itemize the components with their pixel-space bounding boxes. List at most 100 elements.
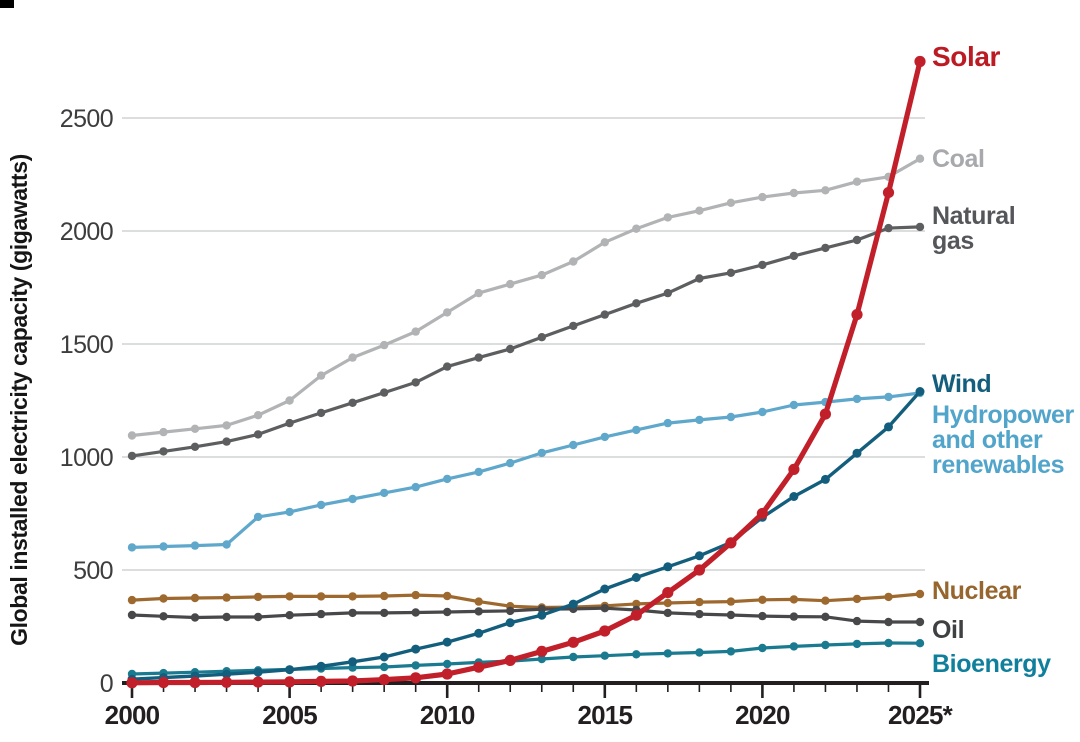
data-point-oil	[253, 612, 263, 622]
data-point-solar	[284, 676, 296, 688]
data-point-solar	[788, 463, 800, 475]
data-point-coal	[663, 213, 672, 222]
data-point-bioenergy	[821, 640, 830, 650]
data-point-natural-gas	[726, 268, 736, 277]
data-point-coal	[127, 431, 137, 440]
data-point-oil	[348, 608, 357, 618]
data-point-solar	[126, 677, 138, 689]
series-label-bioenergy: Bioenergy	[932, 650, 1051, 678]
data-point-coal	[695, 206, 704, 215]
data-point-wind	[568, 599, 578, 609]
data-point-solar	[473, 661, 485, 673]
data-point-bioenergy	[537, 654, 546, 664]
data-point-hydropower	[316, 500, 326, 510]
data-point-hydropower	[537, 448, 546, 458]
data-point-hydropower	[127, 543, 137, 552]
data-point-solar	[504, 654, 516, 667]
data-point-hydropower	[222, 540, 231, 549]
series-label-hydropower: Hydropower	[932, 401, 1075, 429]
data-point-hydropower	[632, 425, 641, 435]
data-point-hydropower	[253, 512, 263, 522]
data-point-wind	[285, 665, 295, 675]
data-point-natural-gas	[222, 437, 231, 446]
x-tick-label: 2020	[735, 700, 790, 730]
data-point-wind	[600, 584, 610, 594]
data-point-coal	[852, 177, 862, 186]
data-point-natural-gas	[915, 222, 925, 232]
data-point-natural-gas	[600, 310, 609, 319]
data-point-hydropower	[348, 494, 357, 504]
data-point-oil	[316, 609, 326, 619]
data-point-nuclear	[159, 594, 168, 603]
data-point-natural-gas	[190, 442, 200, 451]
data-point-natural-gas	[285, 418, 294, 428]
data-point-wind	[379, 652, 389, 662]
data-point-wind	[537, 610, 547, 620]
data-point-nuclear	[821, 596, 830, 605]
x-tick-label: 2000	[105, 700, 160, 730]
data-point-oil	[159, 612, 168, 621]
data-point-coal	[159, 427, 168, 437]
y-tick-label: 1000	[60, 444, 113, 472]
data-point-solar	[536, 645, 548, 658]
data-point-wind	[474, 628, 484, 638]
data-point-wind	[348, 657, 358, 667]
data-point-nuclear	[316, 592, 326, 601]
data-point-solar	[630, 609, 642, 621]
series-label-hydropower: and other	[932, 426, 1043, 454]
series-line-hydropower	[130, 391, 922, 550]
data-point-wind	[631, 573, 641, 582]
data-point-coal	[506, 279, 515, 289]
data-point-hydropower	[285, 507, 294, 517]
data-point-nuclear	[915, 589, 925, 599]
data-point-bioenergy	[600, 651, 609, 660]
data-point-wind	[505, 618, 515, 628]
data-point-nuclear	[884, 592, 893, 602]
data-point-oil	[506, 606, 515, 616]
data-point-oil	[443, 607, 452, 617]
data-point-solar	[851, 309, 863, 321]
series-label-hydropower: renewables	[932, 451, 1064, 479]
y-tick-label: 2500	[60, 105, 113, 133]
data-point-natural-gas	[380, 388, 389, 397]
data-point-hydropower	[474, 467, 483, 477]
data-point-wind	[663, 562, 673, 572]
data-point-wind	[789, 492, 799, 501]
data-point-natural-gas	[569, 321, 578, 331]
data-point-bioenergy	[852, 639, 862, 649]
data-point-hydropower	[726, 412, 736, 422]
data-point-nuclear	[253, 592, 263, 602]
data-point-coal	[316, 371, 326, 380]
series-line-wind	[130, 389, 922, 681]
data-point-solar	[252, 676, 264, 688]
data-point-natural-gas	[695, 274, 704, 283]
data-point-oil	[852, 616, 862, 626]
series-label-natural-gas: Natural	[932, 202, 1015, 230]
data-point-oil	[695, 609, 704, 619]
data-point-natural-gas	[348, 398, 357, 407]
data-point-bioenergy	[915, 639, 925, 648]
data-point-hydropower	[884, 392, 893, 402]
data-point-nuclear	[726, 597, 736, 606]
data-point-bioenergy	[663, 649, 672, 658]
data-point-coal	[190, 424, 200, 433]
series-line-solar	[129, 58, 923, 686]
data-point-hydropower	[695, 415, 704, 425]
data-point-hydropower	[852, 394, 862, 404]
series-label-natural-gas: gas	[932, 227, 974, 255]
data-point-oil	[190, 613, 200, 622]
data-point-oil	[758, 611, 767, 621]
data-point-oil	[663, 608, 672, 618]
data-point-hydropower	[443, 474, 452, 484]
data-point-oil	[884, 617, 893, 627]
data-point-wind	[852, 448, 862, 458]
data-point-solar	[157, 676, 170, 689]
series-label-wind: Wind	[932, 370, 991, 398]
data-point-bioenergy	[632, 650, 641, 659]
data-point-natural-gas	[159, 447, 168, 456]
data-point-bioenergy	[789, 642, 799, 651]
data-point-nuclear	[632, 599, 641, 609]
data-point-coal	[285, 396, 294, 405]
data-point-oil	[474, 607, 483, 616]
